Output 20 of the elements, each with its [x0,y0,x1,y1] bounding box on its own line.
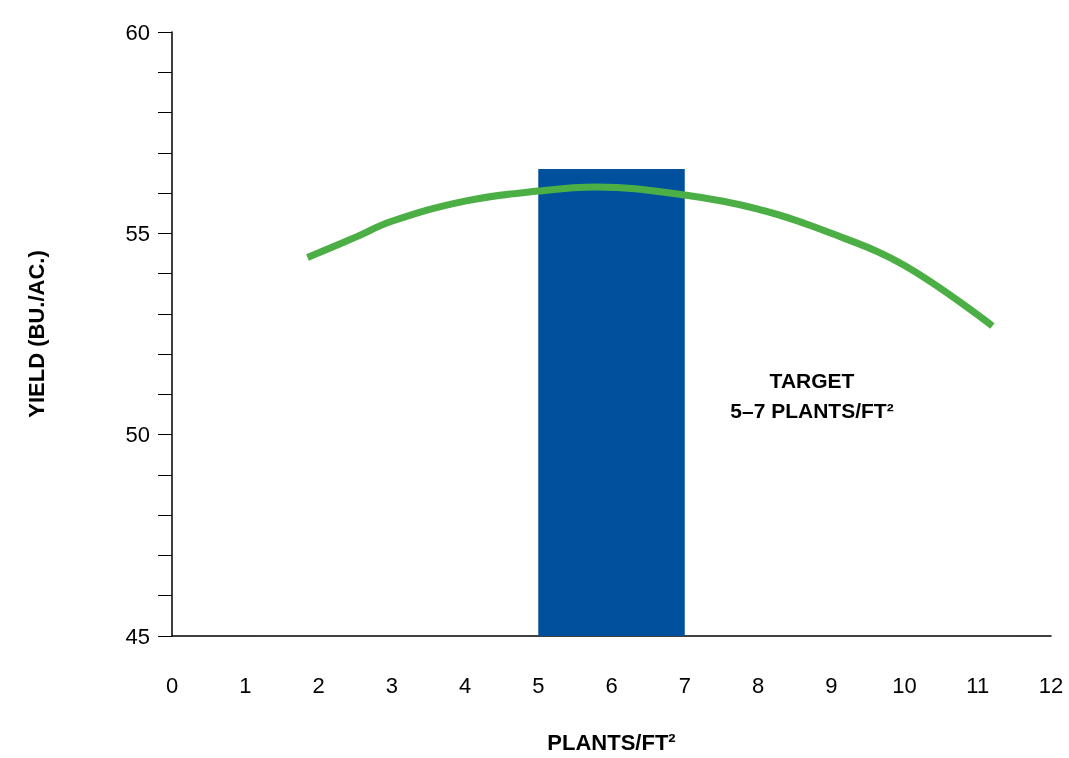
x-tick-label: 8 [751,672,765,698]
x-tick-label: 9 [825,672,838,698]
x-tick-label: 7 [678,672,691,698]
x-tick-label: 3 [385,672,398,698]
x-tick-label: 1 [239,672,252,698]
y-tick-label: 50 [125,422,150,448]
x-tick-label: 5 [532,672,545,698]
y-axis-title: YIELD (BU./AC.) [23,250,49,418]
x-tick-label: 4 [458,672,472,698]
y-tick-label: 45 [125,623,150,649]
x-tick-label: 10 [892,672,917,698]
y-tick-label: 55 [125,220,150,246]
y-tick-label: 60 [125,19,150,45]
x-tick-label: 11 [966,672,990,698]
x-tick-label: 2 [312,672,325,698]
x-tick-label: 6 [605,672,618,698]
x-axis-title: PLANTS/FT² [547,729,676,755]
annotation: TARGET 5–7 PLANTS/FT² [730,368,894,422]
x-tick-label: 12 [1038,672,1064,698]
x-tick-label: 0 [165,672,179,698]
